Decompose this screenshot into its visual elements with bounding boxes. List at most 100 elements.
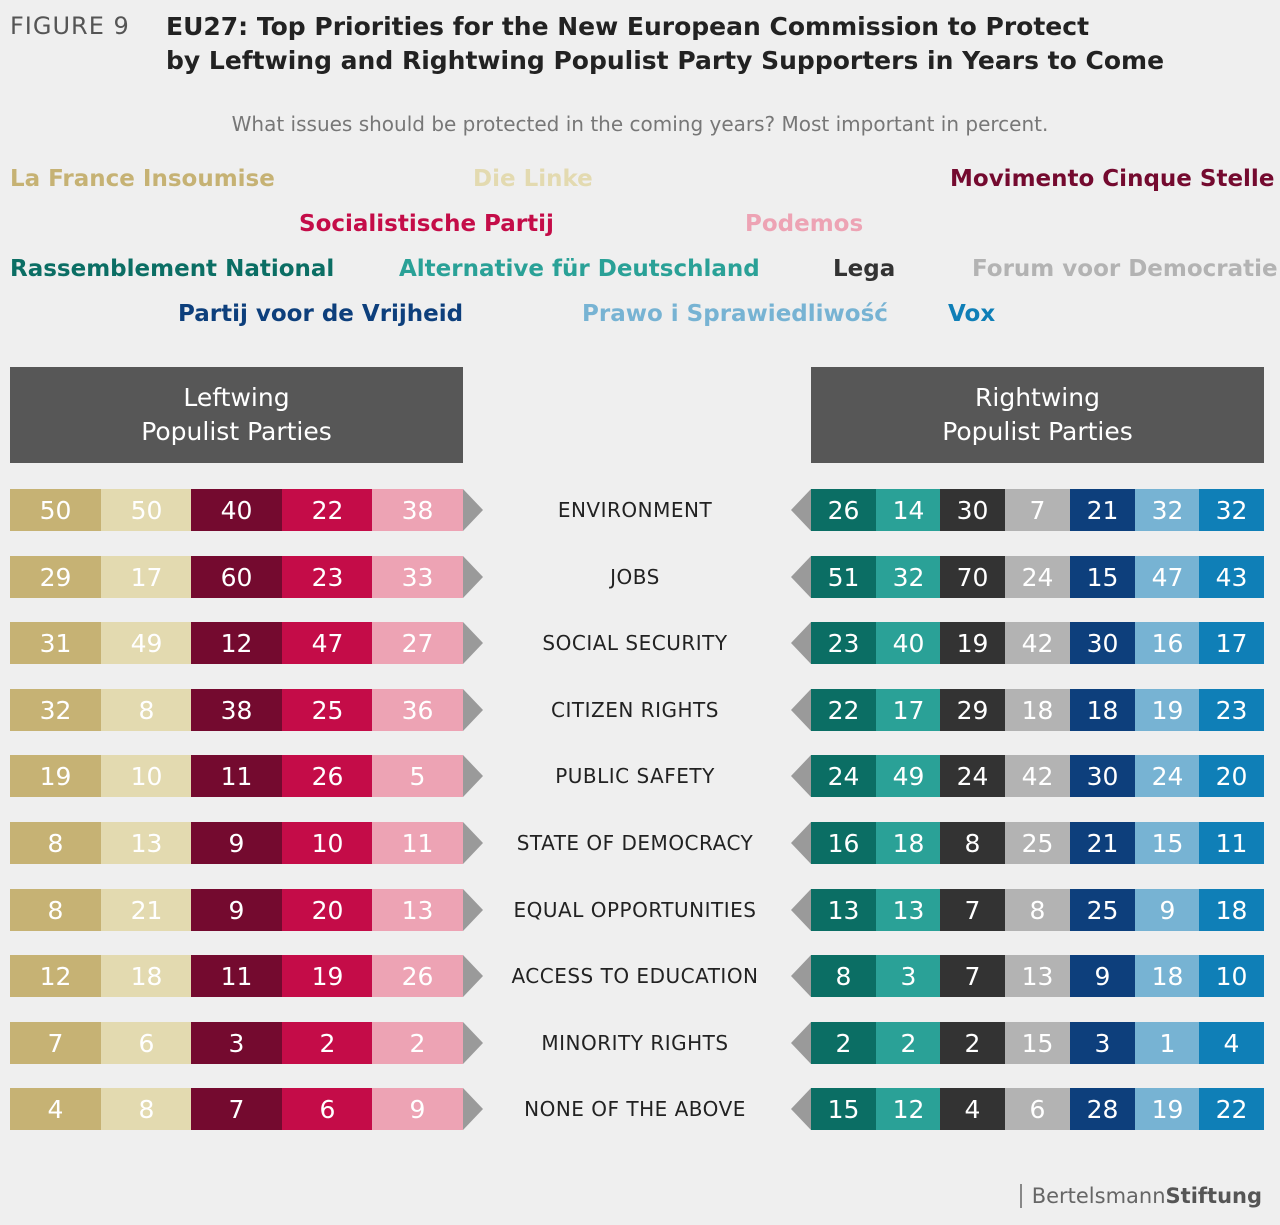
left-row-arrow: [463, 889, 483, 931]
left-row-arrow: [463, 689, 483, 731]
left-cell: 29: [10, 556, 101, 598]
right-cell: 11: [1199, 822, 1264, 864]
right-cell: 6: [1005, 1088, 1070, 1130]
left-cell: 11: [191, 755, 282, 797]
right-cell: 28: [1070, 1088, 1135, 1130]
right-cell: 32: [876, 556, 941, 598]
right-cell: 13: [876, 889, 941, 931]
left-cell: 50: [10, 489, 101, 531]
left-cell: 12: [10, 955, 101, 997]
right-cell: 2: [876, 1022, 941, 1064]
right-cell: 21: [1070, 489, 1135, 531]
right-cell: 10: [1199, 955, 1264, 997]
left-cell: 36: [372, 689, 463, 731]
left-cell: 12: [191, 622, 282, 664]
right-row-arrow: [791, 1088, 811, 1130]
right-cell: 2: [940, 1022, 1005, 1064]
left-cell: 13: [101, 822, 192, 864]
left-cell: 50: [101, 489, 192, 531]
right-cell: 24: [1135, 755, 1200, 797]
left-cell: 8: [101, 689, 192, 731]
left-cell: 13: [372, 889, 463, 931]
right-panel-header-line-2: Populist Parties: [942, 417, 1133, 446]
right-row-arrow: [791, 822, 811, 864]
legend-item-prawo-i-sprawiedliwo-: Prawo i Sprawiedliwość: [582, 301, 888, 327]
right-cell: 22: [1199, 1088, 1264, 1130]
source-prefix: Bertelsmann: [1031, 1184, 1166, 1208]
legend-item-lega: Lega: [833, 256, 896, 282]
right-cell: 42: [1005, 622, 1070, 664]
right-row-arrow: [791, 489, 811, 531]
right-cell: 22: [811, 689, 876, 731]
right-panel-header: Rightwing Populist Parties: [811, 367, 1264, 463]
category-label: EQUAL OPPORTUNITIES: [513, 898, 757, 922]
left-cell: 8: [101, 1088, 192, 1130]
category-label: PUBLIC SAFETY: [555, 764, 715, 788]
right-cell: 18: [1135, 955, 1200, 997]
left-cell: 11: [372, 822, 463, 864]
right-panel-header-line-1: Rightwing: [975, 383, 1100, 412]
left-panel-header-line-1: Leftwing: [183, 383, 290, 412]
category-label: ENVIRONMENT: [557, 498, 713, 522]
right-cell: 13: [811, 889, 876, 931]
left-cell: 9: [372, 1088, 463, 1130]
right-cell: 23: [1199, 689, 1264, 731]
source-suffix: Stiftung: [1165, 1184, 1262, 1208]
right-row-arrow: [791, 556, 811, 598]
left-cell: 9: [191, 822, 282, 864]
right-cell: 25: [1005, 822, 1070, 864]
chart-title-line-2: by Leftwing and Rightwing Populist Party…: [166, 46, 1165, 75]
category-label: STATE OF DEMOCRACY: [516, 831, 754, 855]
right-cell: 12: [876, 1088, 941, 1130]
right-cell: 30: [1070, 755, 1135, 797]
left-cell: 11: [191, 955, 282, 997]
right-cell: 7: [1005, 489, 1070, 531]
right-cell: 24: [940, 755, 1005, 797]
legend-item-partij-voor-de-vrijheid: Partij voor de Vrijheid: [178, 301, 464, 327]
category-label: SOCIAL SECURITY: [542, 631, 728, 655]
right-cell: 16: [811, 822, 876, 864]
right-cell: 4: [1199, 1022, 1264, 1064]
left-cell: 4: [10, 1088, 101, 1130]
legend-item-alternative-f-r-deutschland: Alternative für Deutschland: [399, 256, 760, 282]
left-cell: 47: [282, 622, 373, 664]
left-cell: 2: [282, 1022, 373, 1064]
right-cell: 8: [1005, 889, 1070, 931]
chart-subtitle: What issues should be protected in the c…: [231, 112, 1049, 136]
left-cell: 33: [372, 556, 463, 598]
chart-title-line-1: EU27: Top Priorities for the New Europea…: [166, 12, 1090, 41]
right-cell: 40: [876, 622, 941, 664]
legend-item-socialistische-partij: Socialistische Partij: [299, 211, 554, 237]
right-row-arrow: [791, 689, 811, 731]
left-cell: 5: [372, 755, 463, 797]
right-cell: 19: [1135, 1088, 1200, 1130]
left-cell: 49: [101, 622, 192, 664]
left-row-arrow: [463, 955, 483, 997]
right-cell: 32: [1199, 489, 1264, 531]
right-cell: 30: [1070, 622, 1135, 664]
right-cell: 8: [940, 822, 1005, 864]
legend-item-vox: Vox: [948, 301, 996, 327]
legend-item-podemos: Podemos: [745, 211, 864, 237]
left-row-arrow: [463, 622, 483, 664]
right-cell: 18: [876, 822, 941, 864]
right-cell: 7: [940, 889, 1005, 931]
legend-item-die-linke: Die Linke: [473, 166, 593, 192]
left-cell: 32: [10, 689, 101, 731]
right-row-arrow: [791, 622, 811, 664]
right-cell: 14: [876, 489, 941, 531]
right-cell: 8: [811, 955, 876, 997]
category-label: MINORITY RIGHTS: [541, 1031, 729, 1055]
right-cell: 17: [876, 689, 941, 731]
right-cell: 3: [876, 955, 941, 997]
left-row-arrow: [463, 1022, 483, 1064]
right-cell: 32: [1135, 489, 1200, 531]
legend-item-la-france-insoumise: La France Insoumise: [10, 166, 275, 192]
left-cell: 20: [282, 889, 373, 931]
right-cell: 15: [1070, 556, 1135, 598]
right-cell: 18: [1005, 689, 1070, 731]
right-cell: 49: [876, 755, 941, 797]
right-cell: 17: [1199, 622, 1264, 664]
right-cell: 2: [811, 1022, 876, 1064]
source-logo: BertelsmannStiftung: [1019, 1184, 1262, 1208]
